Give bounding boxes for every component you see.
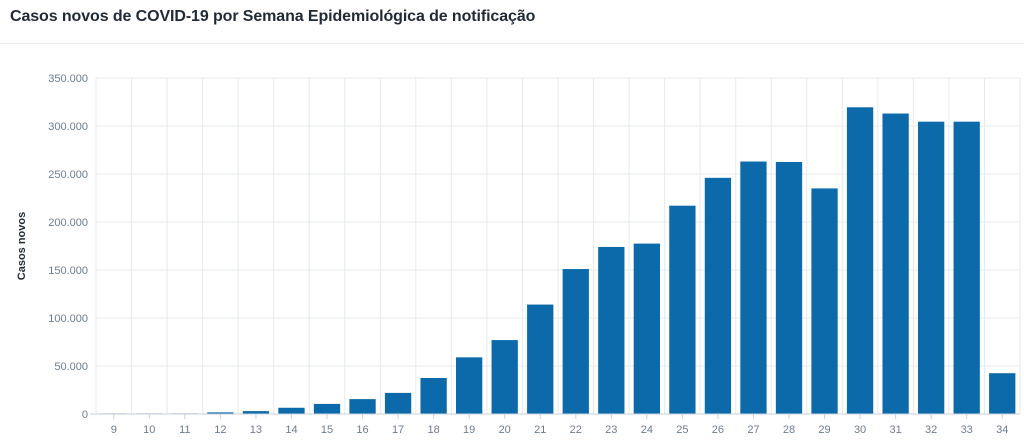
bar xyxy=(562,269,589,414)
chart-title: Casos novos de COVID-19 por Semana Epide… xyxy=(10,8,536,25)
x-tick-label: 17 xyxy=(392,424,404,436)
title-divider xyxy=(0,43,1024,44)
x-tick-label: 21 xyxy=(534,424,546,436)
x-tick-label: 14 xyxy=(285,424,297,436)
bar xyxy=(278,407,305,414)
y-tick-label: 100.000 xyxy=(48,313,88,325)
x-tick-label: 18 xyxy=(427,424,439,436)
bar xyxy=(384,392,412,414)
bar xyxy=(420,378,447,414)
x-tick-label: 26 xyxy=(712,424,724,436)
y-tick-label: 150.000 xyxy=(48,265,88,277)
x-tick-label: 28 xyxy=(783,424,795,436)
x-tick-label: 19 xyxy=(463,424,475,436)
bar xyxy=(633,243,660,414)
x-tick-label: 23 xyxy=(605,424,617,436)
x-tick-label: 10 xyxy=(143,424,155,436)
x-tick-label: 15 xyxy=(321,424,333,436)
bar xyxy=(598,246,625,414)
x-tick-label: 29 xyxy=(818,424,830,436)
y-axis-label: Casos novos xyxy=(16,212,28,280)
x-tick-label: 9 xyxy=(111,424,117,436)
x-tick-label: 27 xyxy=(747,424,759,436)
bar xyxy=(811,188,838,414)
y-tick-label: 350.000 xyxy=(48,73,88,85)
x-tick-label: 22 xyxy=(570,424,582,436)
bar xyxy=(313,403,341,414)
y-tick-label: 0 xyxy=(82,409,88,421)
x-tick-label: 32 xyxy=(925,424,937,436)
x-tick-label: 25 xyxy=(676,424,688,436)
bar xyxy=(989,373,1016,414)
x-tick-label: 31 xyxy=(889,424,901,436)
bar xyxy=(242,411,270,414)
x-tick-label: 33 xyxy=(961,424,973,436)
x-tick-label: 12 xyxy=(214,424,226,436)
y-tick-label: 50.000 xyxy=(54,361,88,373)
y-tick-label: 300.000 xyxy=(48,121,88,133)
bar xyxy=(918,121,945,415)
bar xyxy=(740,161,767,414)
x-tick-label: 30 xyxy=(854,424,866,436)
bar xyxy=(704,177,732,414)
bar xyxy=(953,121,980,415)
bar xyxy=(775,162,803,414)
x-tick-label: 16 xyxy=(356,424,368,436)
bar xyxy=(527,304,554,414)
bar xyxy=(491,340,518,414)
x-tick-label: 34 xyxy=(996,424,1008,436)
bar xyxy=(882,113,909,415)
bar xyxy=(456,357,483,414)
bar xyxy=(349,399,376,414)
x-tick-label: 24 xyxy=(641,424,653,436)
y-tick-label: 250.000 xyxy=(48,169,88,181)
x-tick-label: 13 xyxy=(250,424,262,436)
bar xyxy=(669,205,696,414)
y-tick-label: 200.000 xyxy=(48,217,88,229)
bar xyxy=(846,107,874,414)
x-tick-label: 11 xyxy=(179,424,190,436)
x-tick-label: 20 xyxy=(499,424,511,436)
bar xyxy=(207,412,234,414)
